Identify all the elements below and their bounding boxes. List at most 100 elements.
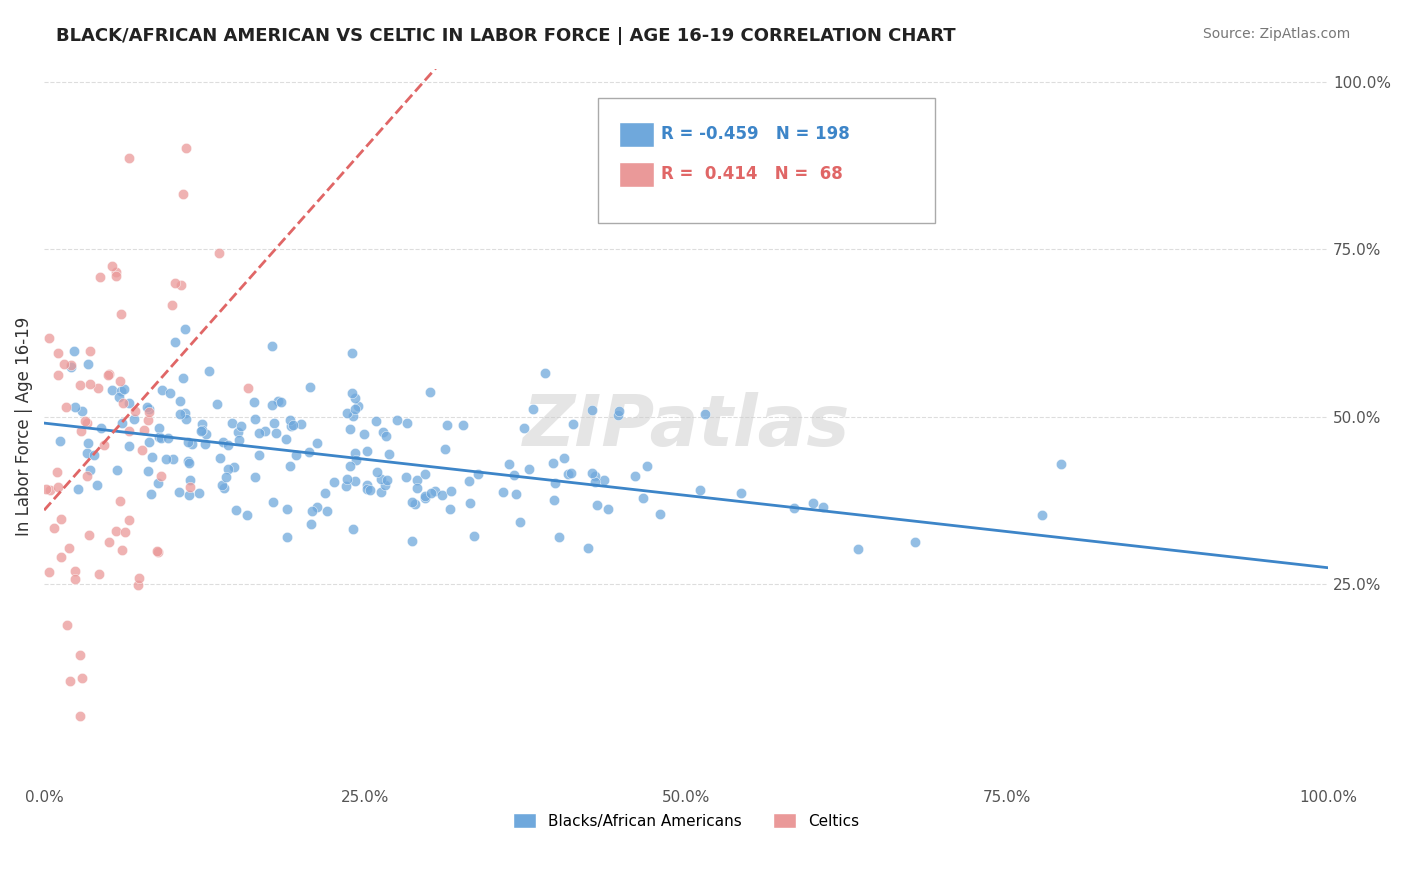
- Point: [39, 483, 62, 498]
- Point: [87, 381, 110, 395]
- Point: [270, 395, 292, 409]
- Point: [70, 671, 93, 685]
- Point: [58, 541, 80, 556]
- Point: [343, 391, 366, 405]
- Point: [502, 467, 524, 482]
- Point: [46, 346, 69, 360]
- Point: [607, 404, 630, 418]
- Point: [364, 414, 387, 428]
- Point: [374, 478, 396, 492]
- Point: [190, 424, 212, 438]
- Point: [436, 418, 458, 433]
- Point: [79, 344, 101, 359]
- Point: [242, 395, 264, 409]
- Point: [280, 418, 302, 433]
- Point: [404, 498, 426, 512]
- Point: [138, 405, 160, 419]
- Point: [79, 377, 101, 392]
- Point: [648, 508, 671, 522]
- Point: [110, 493, 132, 508]
- Point: [413, 489, 436, 503]
- Point: [463, 529, 485, 543]
- Point: [278, 458, 301, 473]
- Point: [79, 463, 101, 477]
- Point: [336, 406, 359, 420]
- Point: [112, 396, 135, 410]
- Point: [315, 503, 337, 517]
- Point: [541, 456, 564, 470]
- Point: [97, 368, 120, 382]
- Point: [122, 411, 145, 425]
- Point: [583, 475, 606, 489]
- Point: [217, 438, 239, 452]
- Point: [124, 404, 146, 418]
- Point: [517, 462, 540, 476]
- Point: [298, 445, 321, 459]
- Point: [505, 487, 527, 501]
- Point: [172, 371, 194, 385]
- Point: [97, 534, 120, 549]
- Point: [163, 276, 186, 290]
- Point: [177, 435, 200, 450]
- Text: Source: ZipAtlas.com: Source: ZipAtlas.com: [1202, 27, 1350, 41]
- Point: [342, 409, 364, 423]
- Point: [93, 438, 115, 452]
- Point: [63, 400, 86, 414]
- Point: [695, 407, 717, 421]
- Point: [440, 484, 463, 499]
- Point: [191, 417, 214, 431]
- Point: [149, 469, 172, 483]
- Point: [498, 457, 520, 471]
- Point: [131, 442, 153, 457]
- Text: BLACK/AFRICAN AMERICAN VS CELTIC IN LABOR FORCE | AGE 16-19 CORRELATION CHART: BLACK/AFRICAN AMERICAN VS CELTIC IN LABO…: [56, 27, 956, 45]
- Point: [77, 357, 100, 371]
- Point: [76, 446, 98, 460]
- Point: [342, 522, 364, 536]
- Point: [236, 508, 259, 523]
- Point: [104, 265, 127, 279]
- Point: [205, 397, 228, 411]
- Point: [214, 482, 236, 496]
- Point: [581, 466, 603, 480]
- Point: [172, 187, 194, 202]
- Point: [174, 141, 197, 155]
- Point: [76, 469, 98, 483]
- Point: [69, 709, 91, 723]
- Point: [522, 401, 544, 416]
- Point: [179, 480, 201, 494]
- Point: [413, 467, 436, 481]
- Point: [305, 500, 328, 515]
- Point: [492, 485, 515, 500]
- Point: [89, 269, 111, 284]
- Point: [87, 567, 110, 582]
- Point: [149, 431, 172, 445]
- Point: [139, 486, 162, 500]
- Point: [543, 493, 565, 508]
- Point: [138, 435, 160, 450]
- Point: [467, 467, 489, 481]
- Point: [35, 483, 58, 497]
- Point: [356, 478, 378, 492]
- Point: [583, 469, 606, 483]
- Point: [152, 384, 174, 398]
- Point: [340, 345, 363, 359]
- Point: [217, 462, 239, 476]
- Point: [42, 521, 65, 535]
- Point: [623, 469, 645, 483]
- Point: [730, 486, 752, 500]
- Point: [118, 425, 141, 439]
- Point: [176, 411, 198, 425]
- Point: [114, 524, 136, 539]
- Point: [98, 368, 121, 382]
- Point: [547, 530, 569, 544]
- Point: [344, 446, 367, 460]
- Point: [581, 403, 603, 417]
- Point: [689, 483, 711, 497]
- Point: [811, 500, 834, 514]
- Point: [401, 534, 423, 549]
- Point: [344, 453, 367, 467]
- Point: [111, 416, 134, 430]
- Point: [181, 437, 204, 451]
- Point: [138, 401, 160, 416]
- Point: [169, 394, 191, 409]
